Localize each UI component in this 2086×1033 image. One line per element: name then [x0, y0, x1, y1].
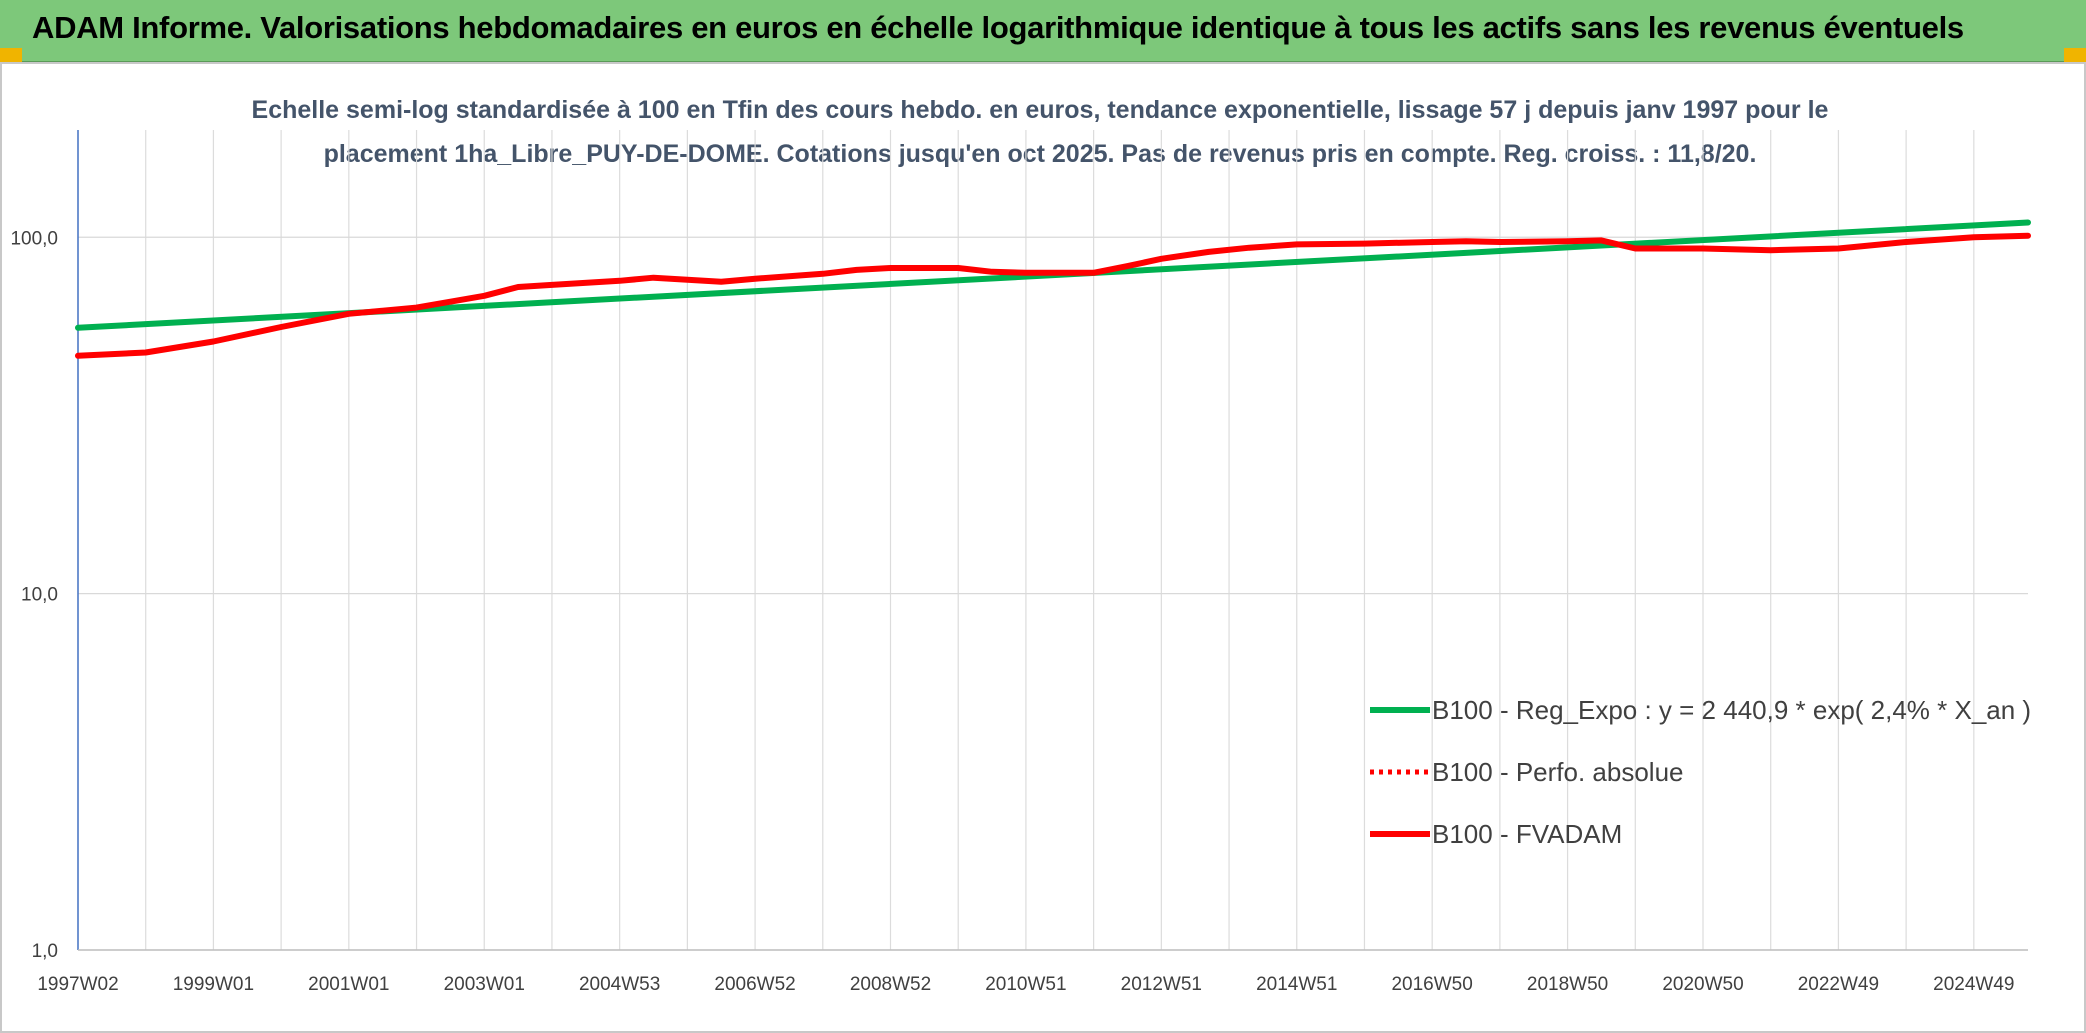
x-tick-label: 2024W49: [1933, 974, 2014, 995]
legend-label-1: B100 - Perfo. absolue: [1432, 757, 1684, 787]
x-tick-label: 2022W49: [1798, 974, 1879, 995]
corner-mark-right: [2064, 48, 2086, 62]
y-tick-labels: 1,0 10,0 100,0: [10, 228, 58, 962]
x-tick-label: 1999W01: [173, 974, 254, 995]
x-tick-label: 2018W50: [1527, 974, 1608, 995]
x-tick-label: 2006W52: [714, 974, 795, 995]
chart-frame: [0, 62, 2086, 1033]
y-tick-label: 10,0: [21, 585, 58, 606]
chart-subtitle: Echelle semi-log standardisée à 100 en T…: [140, 88, 1940, 176]
x-tick-label: 2016W50: [1391, 974, 1472, 995]
chart-subtitle-line-1: Echelle semi-log standardisée à 100 en T…: [251, 96, 1829, 124]
corner-mark-left: [0, 48, 22, 62]
x-tick-label: 2001W01: [308, 974, 389, 995]
y-tick-label: 100,0: [10, 228, 58, 249]
x-tick-label: 2020W50: [1662, 974, 1743, 995]
chart-subtitle-line-2: placement 1ha_Libre_PUY-DE-DOME. Cotatio…: [323, 140, 1757, 168]
vertical-gridlines: [77, 130, 1975, 950]
horizontal-gridlines: [78, 236, 2028, 951]
series-lines: [75, 219, 2031, 359]
series-line-2: [75, 232, 2031, 359]
x-tick-label: 2012W51: [1121, 974, 1202, 995]
x-tick-label: 1997W02: [37, 974, 118, 995]
x-tick-label: 2008W52: [850, 974, 931, 995]
legend-label-0: B100 - Reg_Expo : y = 2 440,9 * exp( 2,4…: [1432, 695, 2031, 725]
y-tick-label: 1,0: [32, 941, 58, 962]
x-tick-label: 2010W51: [985, 974, 1066, 995]
x-tick-labels: 1997W02 1999W01 2001W01 2003W01 2004W53 2006W…: [37, 974, 2014, 995]
report-title: ADAM Informe. Valorisations hebdomadaire…: [32, 10, 1964, 45]
chart-legend: B100 - Reg_Expo : y = 2 440,9 * exp( 2,4…: [1370, 695, 2031, 849]
legend-label-2: B100 - FVADAM: [1432, 819, 1622, 849]
x-tick-label: 2004W53: [579, 974, 660, 995]
axes: [77, 130, 2028, 951]
report-banner: ADAM Informe. Valorisations hebdomadaire…: [0, 0, 2086, 62]
x-tick-label: 2003W01: [444, 974, 525, 995]
x-tick-label: 2014W51: [1256, 974, 1337, 995]
